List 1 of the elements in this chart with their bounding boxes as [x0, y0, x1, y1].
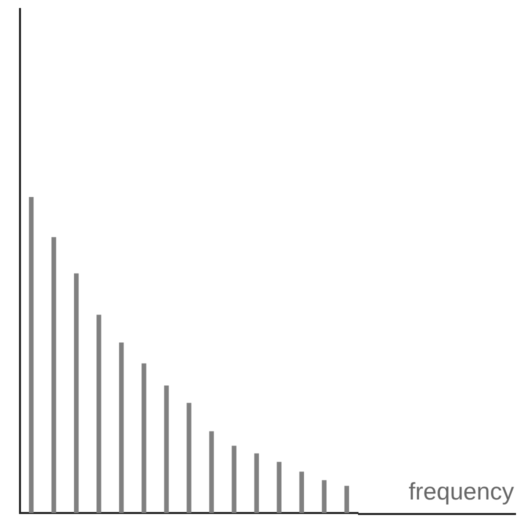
x-axis-title: frequency — [408, 478, 514, 506]
